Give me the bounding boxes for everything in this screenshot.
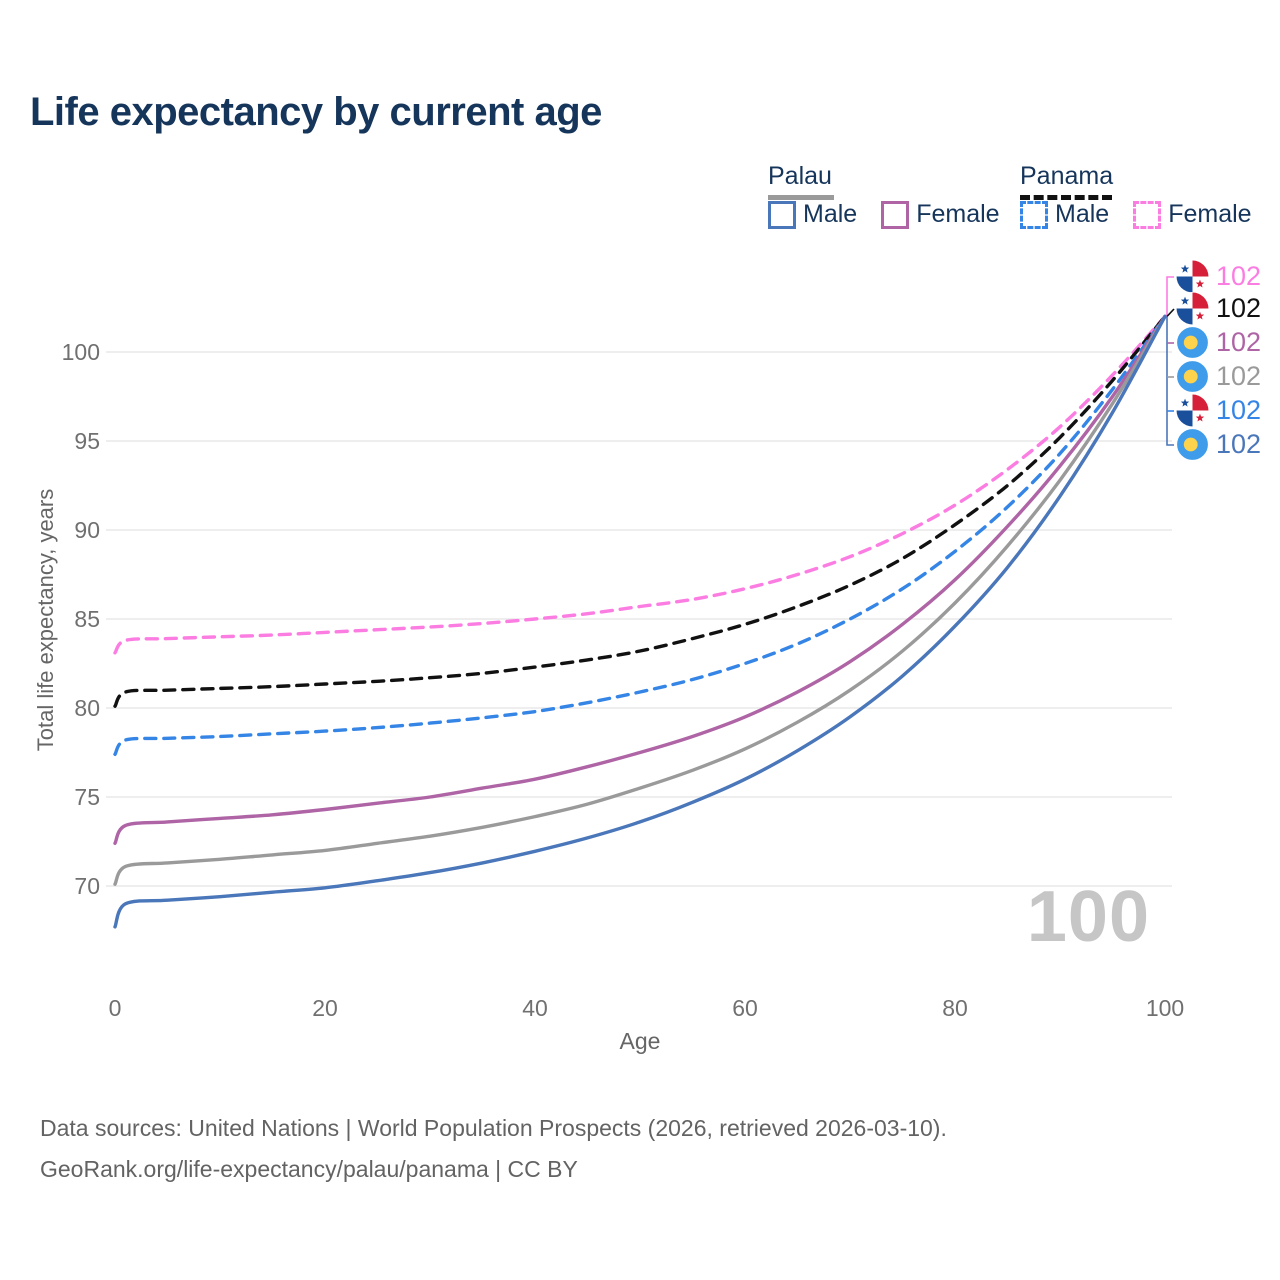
y-axis-title: Total life expectancy, years <box>33 488 58 752</box>
end-label-connector <box>1166 276 1174 317</box>
legend-item-panama-female[interactable]: Female <box>1133 200 1252 229</box>
legend-item-label: Male <box>803 200 858 228</box>
series-line-panama-male[interactable] <box>113 314 1167 756</box>
palau-female-swatch-icon <box>881 200 910 229</box>
series-line-panama-female[interactable] <box>113 314 1167 655</box>
legend-item-label: Female <box>1168 200 1252 228</box>
panama-male-swatch-icon <box>1020 200 1048 229</box>
y-tick-label-90: 90 <box>74 517 100 543</box>
legend-item-panama-male[interactable]: Male <box>1020 200 1109 229</box>
legend-group-palau: Palau <box>768 162 834 200</box>
x-tick-label-0: 0 <box>109 995 122 1021</box>
y-tick-label-75: 75 <box>74 784 100 810</box>
palau-solid-line-sample <box>768 195 834 200</box>
legend-item-label: Female <box>916 200 1000 228</box>
panama-dashed-line-sample <box>1020 195 1112 200</box>
legend-item-palau-male[interactable]: Male <box>768 200 857 229</box>
age-cursor-value: 100 <box>1026 877 1150 957</box>
y-tick-label-95: 95 <box>74 428 100 454</box>
x-axis-title: Age <box>619 1028 661 1054</box>
series-line-panama-both-sexes[interactable] <box>113 314 1167 708</box>
footer-data-sources: Data sources: United Nations | World Pop… <box>40 1115 947 1141</box>
palau-male-swatch-icon <box>768 200 796 229</box>
legend-item-label: Male <box>1055 200 1110 228</box>
legend-items-palau: Male Female <box>768 200 1024 229</box>
footer: Data sources: United Nations | World Pop… <box>40 1108 947 1190</box>
end-label-connector <box>1166 308 1175 317</box>
y-tick-label-85: 85 <box>74 606 100 632</box>
series-line-palau-male[interactable] <box>113 314 1167 929</box>
page-title: Life expectancy by current age <box>30 90 602 134</box>
x-tick-label-60: 60 <box>732 995 758 1021</box>
panama-female-swatch-icon <box>1133 200 1162 229</box>
legend-group-label: Palau <box>768 162 832 190</box>
series-line-palau-female[interactable] <box>113 314 1167 845</box>
y-tick-label-80: 80 <box>74 695 100 721</box>
y-tick-label-70: 70 <box>74 873 100 899</box>
x-tick-label-20: 20 <box>312 995 338 1021</box>
legend-items-panama: Male Female <box>1020 200 1276 229</box>
series-line-palau-both-sexes[interactable] <box>113 314 1167 886</box>
end-label-connector <box>1166 316 1174 446</box>
legend-group-panama: Panama <box>1020 162 1113 200</box>
x-tick-label-100: 100 <box>1146 995 1184 1021</box>
y-tick-label-100: 100 <box>62 339 100 365</box>
x-tick-label-40: 40 <box>522 995 548 1021</box>
legend-group-label: Panama <box>1020 162 1114 190</box>
footer-attribution: GeoRank.org/life-expectancy/palau/panama… <box>40 1156 578 1182</box>
legend-item-palau-female[interactable]: Female <box>881 200 1000 229</box>
x-tick-label-80: 80 <box>942 995 968 1021</box>
